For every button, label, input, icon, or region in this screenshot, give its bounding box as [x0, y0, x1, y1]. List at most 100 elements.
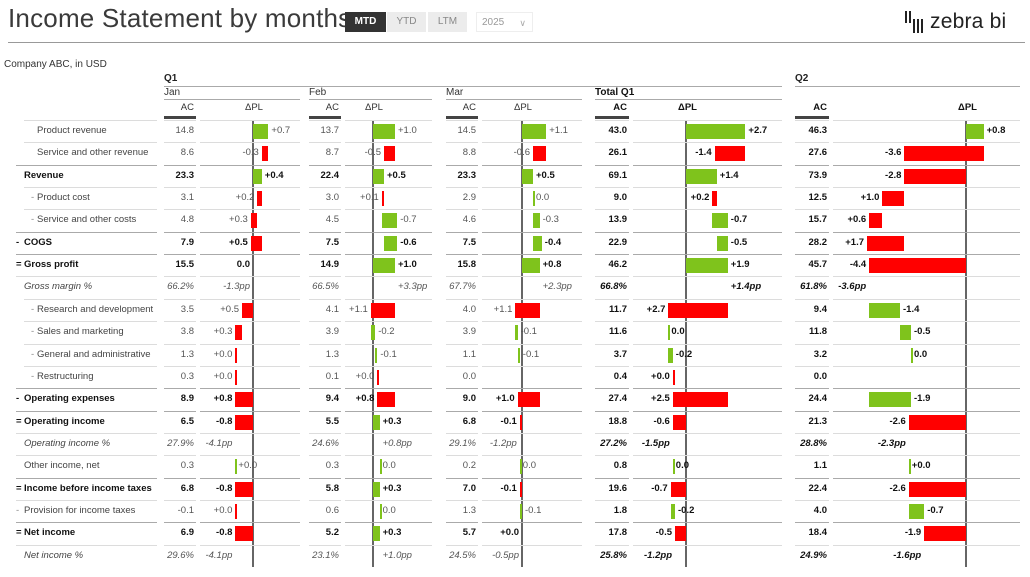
row-divider [795, 321, 829, 323]
row-divider [164, 164, 196, 166]
positive-variance-bar [373, 168, 384, 184]
row-divider [309, 499, 341, 501]
ac-value: 15.8 [457, 259, 477, 271]
delta-pl-value: +1.0 [398, 259, 417, 271]
positive-variance-bar [869, 392, 911, 408]
row-divider [795, 187, 829, 189]
row-divider [482, 321, 582, 323]
ac-value: 4.5 [325, 214, 339, 226]
ac-value: 6.5 [180, 415, 194, 427]
row-divider [595, 187, 629, 189]
negative-variance-bar [384, 146, 395, 162]
delta-pl-value: +1.4 [719, 169, 739, 181]
ac-value: 69.1 [608, 169, 628, 181]
row-label: General and administrative [37, 348, 151, 360]
ac-value: 17.8 [608, 527, 628, 539]
delta-pl-value: +0.2 [690, 192, 710, 204]
delta-pl-value: -2.8 [885, 169, 902, 181]
delta-pl-value: 0.0 [675, 460, 690, 472]
delta-pl-value: +0.7 [271, 125, 291, 136]
ac-value: 6.8 [462, 415, 476, 427]
delta-pl-value: +1.1 [549, 125, 568, 136]
ac-value: 4.0 [813, 504, 827, 516]
positive-variance-bar [522, 258, 540, 274]
delta-pl-value: +1.1 [349, 303, 368, 315]
row-divider [309, 209, 341, 211]
row-divider [309, 343, 341, 345]
positive-variance-bar [235, 347, 238, 363]
delta-pl-value: +1.0 [860, 192, 880, 204]
delta-pl-value: -0.5pp [492, 549, 519, 561]
ac-header-underline [595, 116, 629, 119]
delta-pl-value: +0.0 [238, 460, 258, 472]
ac-value: 14.9 [320, 259, 340, 271]
row-divider [446, 276, 478, 278]
delta-pl-header: ΔPL [245, 102, 263, 113]
ac-value: 3.0 [325, 192, 339, 204]
positive-variance-bar [522, 124, 547, 139]
row-divider [446, 231, 478, 233]
ltm-toggle[interactable]: LTM [428, 12, 467, 32]
delta-pl-value: +2.7 [646, 303, 666, 315]
delta-pl-value: -1.9 [914, 393, 931, 405]
positive-variance-bar [533, 235, 542, 251]
positive-variance-bar [379, 459, 382, 475]
ac-value: 3.9 [325, 326, 339, 338]
row-divider [164, 477, 196, 479]
row-divider [595, 254, 629, 256]
row-divider [200, 544, 300, 546]
row-divider [309, 477, 341, 479]
ac-value: 4.0 [462, 303, 476, 315]
row-divider [309, 388, 341, 390]
delta-pl-value: -0.8 [216, 482, 233, 494]
row-divider [795, 432, 829, 434]
ac-value: 0.2 [462, 460, 476, 472]
row-divider [164, 365, 196, 367]
report-subtitle: Company ABC, in USD [4, 59, 107, 70]
negative-variance-bar [242, 302, 253, 318]
ac-value: 3.2 [813, 348, 827, 360]
positive-variance-bar [966, 124, 984, 139]
row-label: Gross margin % [24, 281, 93, 293]
ac-value: 0.3 [180, 370, 194, 382]
positive-variance-bar [373, 414, 380, 430]
mtd-toggle[interactable]: MTD [345, 12, 386, 32]
row-divider [345, 231, 432, 233]
year-dropdown[interactable]: 2025 ∨ [476, 12, 533, 32]
delta-pl-value: -0.2 [378, 326, 395, 338]
row-divider [309, 120, 341, 121]
delta-pl-value: +0.3 [229, 214, 248, 226]
negative-variance-bar [908, 414, 966, 430]
row-label: Research and development [37, 303, 154, 315]
negative-variance-bar [519, 414, 522, 430]
row-label: Product cost [37, 192, 90, 204]
row-divider [345, 499, 432, 501]
delta-pl-value: -1.2pp [489, 437, 517, 449]
ac-value: 9.0 [462, 393, 476, 405]
negative-variance-bar [712, 191, 717, 207]
positive-variance-bar [373, 526, 380, 542]
delta-pl-value: -0.2 [678, 504, 695, 516]
column-header-jan: Jan [164, 87, 181, 98]
row-divider [309, 298, 341, 300]
delta-pl-value: -0.1 [380, 348, 397, 360]
row-divider [833, 276, 1020, 278]
row-divider [595, 164, 629, 166]
row-divider [446, 164, 478, 166]
positive-variance-bar [686, 258, 728, 274]
ytd-toggle[interactable]: YTD [387, 12, 426, 32]
delta-pl-value: -0.3 [242, 147, 259, 159]
row-divider [446, 365, 478, 367]
delta-pl-value: +0.0 [355, 370, 375, 382]
ac-value: 8.6 [180, 147, 194, 159]
positive-variance-bar [908, 503, 925, 519]
delta-pl-value: +1.1 [493, 303, 513, 315]
row-label: Operating expenses [24, 393, 115, 405]
ac-value: 15.7 [808, 214, 828, 226]
ac-header-underline [309, 116, 341, 119]
row-divider [309, 254, 341, 256]
row-divider [833, 187, 1020, 189]
row-label: Income before income taxes [24, 482, 152, 494]
positive-variance-bar [533, 191, 535, 207]
row-label: Service and other costs [37, 214, 137, 226]
